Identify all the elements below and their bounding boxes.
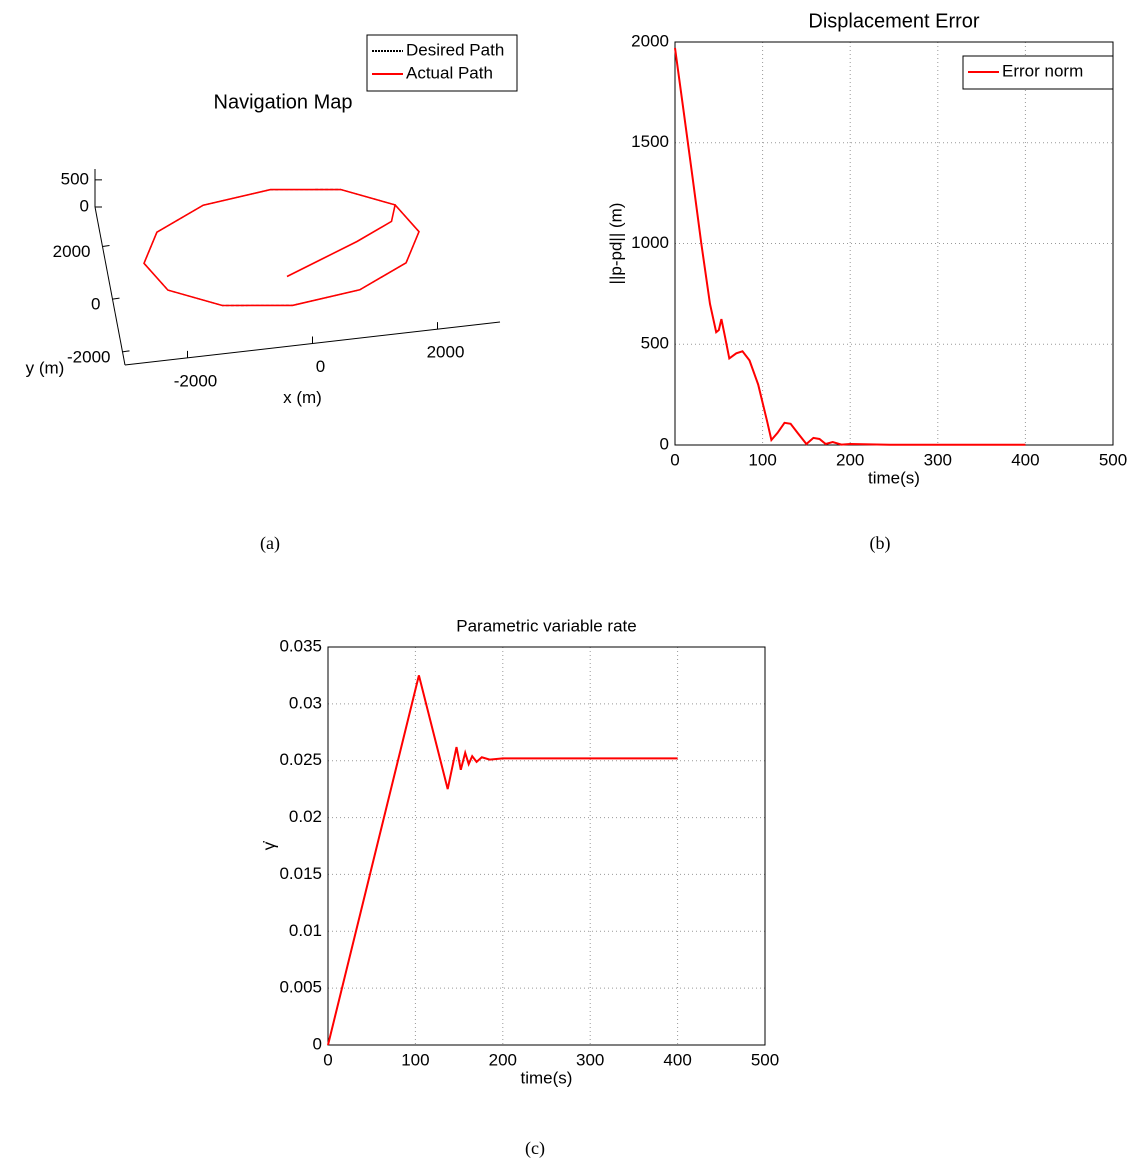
y-tick-label: 0: [91, 295, 100, 314]
y-axis-label: y (m): [26, 358, 65, 377]
y-tick-label: 500: [641, 334, 669, 353]
x-tick-label: 300: [576, 1050, 604, 1069]
y-tick-label: 2000: [53, 242, 91, 261]
x-axis-label: x (m): [283, 388, 322, 407]
y-axis-label: ||p-pd|| (m): [606, 203, 625, 285]
legend-box: [962, 55, 1114, 90]
y-tick: [112, 297, 120, 300]
chart-title: Navigation Map: [214, 91, 353, 113]
x-tick-label: 200: [836, 450, 864, 469]
legend-box: [366, 34, 518, 92]
axes-box: [327, 646, 766, 1046]
y-tick: [102, 245, 110, 247]
y-tick-label: -2000: [67, 347, 110, 366]
path-line: [143, 188, 420, 307]
x-tick-label: 400: [1011, 450, 1039, 469]
y-tick-label: 1000: [631, 233, 669, 252]
z-tick-label: 500: [61, 169, 89, 188]
data-line: [674, 47, 1026, 446]
x-tick-label: 2000: [427, 343, 465, 362]
y-tick-label: 0.02: [289, 807, 322, 826]
x-axis-label: time(s): [868, 468, 920, 487]
x-tick-label: 100: [748, 450, 776, 469]
legend-label: Desired Path: [406, 40, 504, 59]
x-tick-label: 0: [316, 357, 325, 376]
z-tick-label: 0: [80, 196, 89, 215]
plot-area: [328, 647, 765, 1045]
y-tick-label: 0.03: [289, 693, 322, 712]
y-tick-label: 1500: [631, 132, 669, 151]
y-tick-label: 0.005: [279, 978, 322, 997]
y-axis-label: γ̇: [259, 841, 278, 851]
y-tick-label: 0.035: [279, 636, 322, 655]
y-tick-label: 0: [313, 1034, 322, 1053]
legend-label: Error norm: [1002, 61, 1083, 80]
x-tick-label: -2000: [174, 371, 217, 390]
x-tick-label: 0: [323, 1050, 332, 1069]
chart-title: Displacement Error: [808, 10, 980, 32]
x-tick-label: 300: [924, 450, 952, 469]
x-tick-label: 500: [1099, 450, 1127, 469]
caption: (c): [525, 1138, 545, 1159]
x-tick-label: 0: [670, 450, 679, 469]
x-tick-label: 100: [401, 1050, 429, 1069]
legend-label: Actual Path: [406, 63, 493, 82]
y-tick-label: 0.01: [289, 921, 322, 940]
y-axis: [94, 206, 126, 366]
data-line: [327, 675, 678, 1046]
y-tick-label: 2000: [631, 31, 669, 50]
y-tick-label: 0: [660, 434, 669, 453]
y-tick-label: 0.015: [279, 864, 322, 883]
x-tick-label: 200: [489, 1050, 517, 1069]
chart-title: Parametric variable rate: [456, 616, 636, 635]
caption: (a): [260, 533, 280, 554]
x-axis-label: time(s): [521, 1068, 573, 1087]
x-tick-label: 400: [663, 1050, 691, 1069]
path-line: [143, 188, 420, 307]
y-tick-label: 0.025: [279, 750, 322, 769]
y-tick: [122, 350, 130, 353]
x-tick-label: 500: [751, 1050, 779, 1069]
caption: (b): [870, 533, 891, 554]
